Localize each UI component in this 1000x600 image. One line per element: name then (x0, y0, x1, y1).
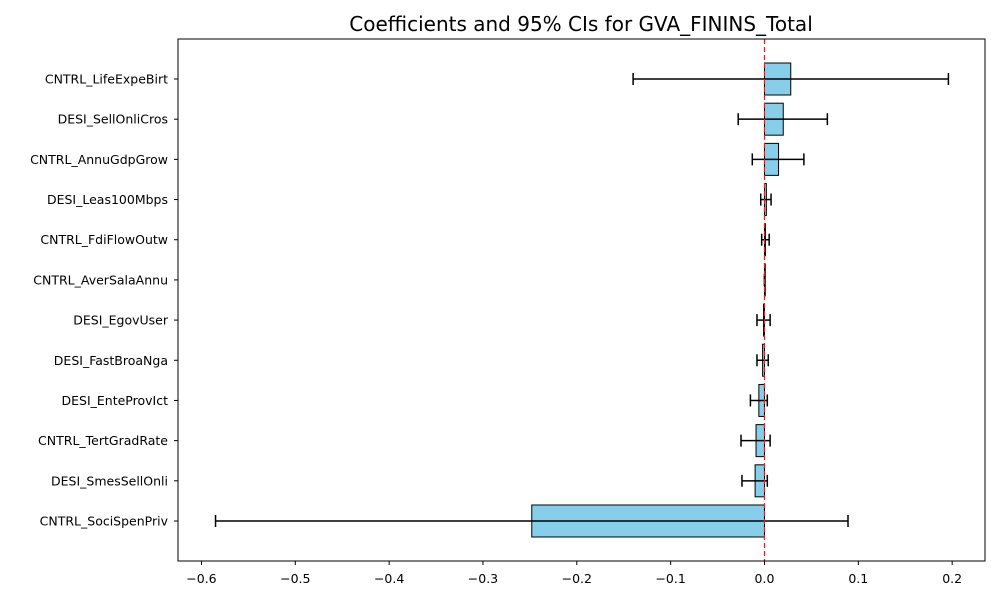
error-bar-CNTRL_LifeExpeBirt (632, 73, 950, 85)
y-tick-label: CNTRL_LifeExpeBirt (45, 72, 168, 87)
y-tick-label: CNTRL_AnnuGdpGrow (30, 152, 168, 167)
x-tick-label: 0.0 (755, 571, 775, 586)
x-tick-label: 0.2 (942, 571, 962, 586)
error-bar-CNTRL_FdiFlowOutw (760, 233, 770, 246)
y-tick-label: DESI_FastBroaNga (54, 353, 168, 368)
y-tick-label: CNTRL_AverSalaAnnu (33, 272, 168, 287)
x-tick-label: −0.6 (186, 571, 216, 586)
x-tick-label: −0.1 (655, 571, 685, 586)
y-tick-label: DESI_EgovUser (73, 313, 169, 328)
y-tick-label: CNTRL_SociSpenPriv (40, 514, 169, 529)
y-tick-label: DESI_SellOnliCros (58, 112, 168, 127)
x-tick-label: −0.3 (468, 571, 498, 586)
y-tick-label: DESI_EnteProvIct (62, 393, 169, 408)
error-bar-DESI_SellOnliCros (737, 113, 829, 126)
chart-title: Coefficients and 95% CIs for GVA_FININS_… (349, 12, 813, 36)
error-bar-CNTRL_TertGradRate (740, 434, 771, 447)
y-tick-label: DESI_SmesSellOnli (51, 473, 168, 488)
plot-frame (177, 38, 986, 562)
error-bar-DESI_Leas100Mbps (759, 193, 772, 206)
y-tick-label: DESI_Leas100Mbps (47, 192, 168, 207)
error-bar-DESI_SmesSellOnli (741, 474, 769, 487)
x-tick-label: −0.2 (562, 571, 592, 586)
x-tick-label: 0.1 (848, 571, 868, 586)
error-bars-layer (214, 73, 950, 527)
error-bar-CNTRL_SociSpenPriv (214, 515, 849, 527)
error-bar-DESI_EgovUser (756, 314, 771, 327)
y-tick-label: CNTRL_TertGradRate (38, 433, 168, 448)
x-axis: −0.6 −0.5 −0.4 −0.3 −0.2 −0.1 0.0 0.1 0.2 (186, 561, 962, 586)
error-bar-CNTRL_AnnuGdpGrow (751, 153, 805, 166)
y-tick-label: CNTRL_FdiFlowOutw (40, 232, 168, 247)
bars-layer (531, 62, 792, 538)
y-axis: CNTRL_LifeExpeBirt DESI_SellOnliCros CNTRL… (30, 72, 178, 529)
error-bar-DESI_FastBroaNga (756, 354, 769, 367)
x-tick-label: −0.5 (280, 571, 310, 586)
x-tick-label: −0.4 (374, 571, 404, 586)
